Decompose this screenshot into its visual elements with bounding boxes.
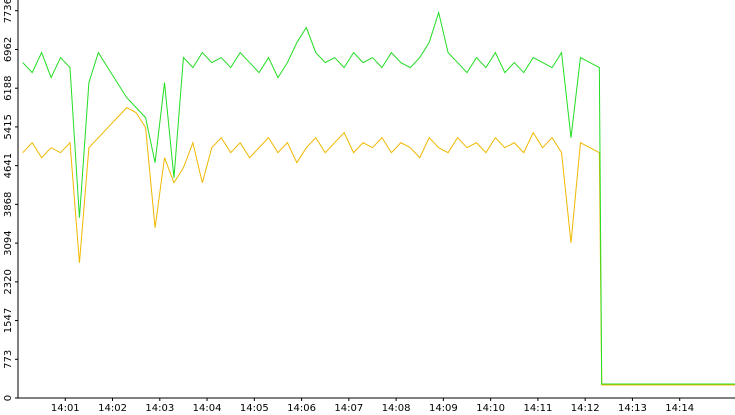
y-tick-label: 1547 (3, 308, 14, 333)
x-tick-label: 14:04 (193, 403, 222, 414)
x-tick-label: 14:14 (665, 403, 694, 414)
x-tick-label: 14:09 (429, 403, 458, 414)
x-tick-label: 14:10 (476, 403, 505, 414)
y-tick-label: 6962 (3, 37, 14, 62)
y-tick-label: 0 (3, 395, 14, 401)
x-tick-label: 14:08 (382, 403, 411, 414)
y-tick-label: 3868 (3, 192, 14, 217)
y-tick-label: 773 (3, 350, 14, 369)
x-tick-label: 14:03 (145, 403, 174, 414)
x-tick-label: 14:11 (523, 403, 552, 414)
y-tick-label: 2320 (3, 269, 14, 294)
y-tick-label: 6188 (3, 75, 14, 100)
x-tick-label: 14:05 (240, 403, 269, 414)
y-tick-label: 5415 (3, 114, 14, 139)
x-tick-label: 14:12 (571, 403, 600, 414)
x-tick-label: 14:02 (98, 403, 127, 414)
x-tick-label: 14:01 (51, 403, 80, 414)
y-tick-label: 7736 (3, 0, 14, 23)
y-tick-label: 4641 (3, 153, 14, 178)
x-tick-label: 14:07 (334, 403, 363, 414)
series-line (22, 10, 735, 385)
series-line (22, 107, 735, 386)
x-tick-label: 14:06 (287, 403, 316, 414)
x-tick-label: 14:13 (618, 403, 647, 414)
y-tick-label: 3094 (3, 230, 14, 255)
